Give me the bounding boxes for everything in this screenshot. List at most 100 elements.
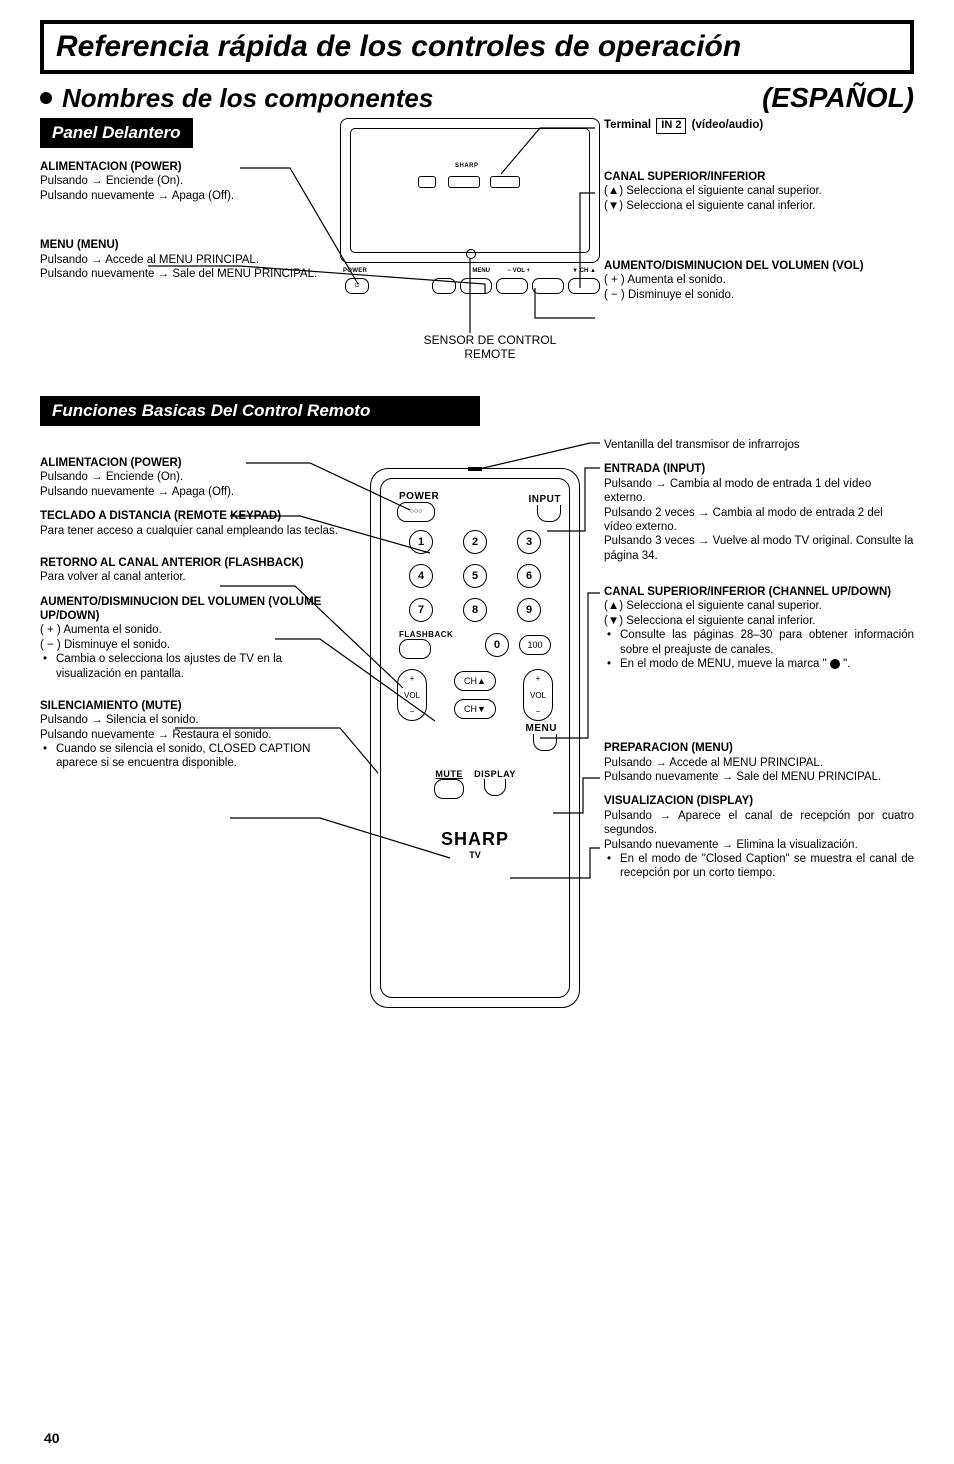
mute-title: SILENCIAMIENTO (MUTE)	[40, 699, 340, 713]
power2-title: ALIMENTACION (POWER)	[40, 456, 340, 470]
remote-vol-rocker[interactable]: + VOL −	[397, 669, 427, 721]
input-line3: Pulsando 3 veces → Vuelve al modo TV ori…	[604, 534, 914, 563]
keypad-line1: Para tener acceso a cualquier canal empl…	[40, 524, 340, 538]
remote-menu-button[interactable]	[533, 734, 557, 751]
tv-ch-up-button[interactable]	[568, 278, 600, 294]
document-page: Referencia rápida de los controles de op…	[0, 0, 954, 1464]
tv-menu-button[interactable]	[432, 278, 456, 294]
sharp-sub-label: TV	[389, 850, 561, 860]
flashback-title: RETORNO AL CANAL ANTERIOR (FLASHBACK)	[40, 556, 340, 570]
remote-illustration: POWER ○○○ INPUT 1 2 3 4 5 6 7 8	[370, 468, 580, 1008]
vol-line2: ( − ) Disminuye el sonido.	[604, 288, 914, 302]
remote-ch-up-button[interactable]: CH▲	[454, 671, 496, 691]
ch2-title: CANAL SUPERIOR/INFERIOR (CHANNEL UP/DOWN…	[604, 585, 914, 599]
volume2-title: AUMENTO/DISMINUCION DEL VOLUMEN (VOLUME …	[40, 595, 340, 624]
keypad-8[interactable]: 8	[463, 598, 487, 622]
menu-line2: Pulsando nuevamente → Sale del MENU PRIN…	[40, 267, 340, 281]
funciones-basicas-header: Funciones Basicas Del Control Remoto	[40, 396, 480, 426]
ch-line1: (▲) Selecciona el siguiente canal superi…	[604, 184, 914, 198]
remote-mute-button[interactable]	[434, 779, 464, 799]
tv-power-text: POWER	[343, 268, 367, 274]
keypad-7[interactable]: 7	[409, 598, 433, 622]
tv-vol-up-button[interactable]	[496, 278, 528, 294]
keypad-4[interactable]: 4	[409, 564, 433, 588]
input-title: ENTRADA (INPUT)	[604, 462, 914, 476]
terminal-box: IN 2	[656, 118, 686, 134]
tv-ch-down-button[interactable]	[532, 278, 564, 294]
remote-flashback-button[interactable]	[399, 639, 431, 659]
tv-illustration: SHARP POWER ⏻ MENU − VOL + ▼ CH ▲	[340, 118, 600, 318]
keypad-3[interactable]: 3	[517, 530, 541, 554]
remote-vol-rocker-2[interactable]: + VOL −	[523, 669, 553, 721]
mute-line1: Pulsando → Silencia el sonido.	[40, 713, 340, 727]
page-number: 40	[44, 1430, 60, 1446]
ch2-line2: (▼) Selecciona el siguiente canal inferi…	[604, 614, 914, 628]
ir-sensor-icon	[466, 249, 476, 259]
menu-line1: Pulsando → Accede al MENU PRINCIPAL.	[40, 253, 340, 267]
remote-flashback-label: FLASHBACK	[399, 630, 475, 639]
display-title: VISUALIZACION (DISPLAY)	[604, 794, 914, 808]
mute-line2: Pulsando nuevamente → Restaura el sonido…	[40, 728, 340, 742]
power-title: ALIMENTACION (POWER)	[40, 160, 340, 174]
ir-window-label: Ventanilla del transmisor de infrarrojos	[604, 438, 914, 452]
input-line2: Pulsando 2 veces → Cambia al modo de ent…	[604, 506, 914, 535]
terminal-post: (vídeo/audio)	[692, 119, 764, 131]
vol-title: AUMENTO/DISMINUCION DEL VOLUMEN (VOL)	[604, 259, 914, 273]
keypad-2[interactable]: 2	[463, 530, 487, 554]
ch2-line1: (▲) Selecciona el siguiente canal superi…	[604, 599, 914, 613]
language-label: (ESPAÑOL)	[762, 82, 914, 114]
tv-vol-down-button[interactable]	[460, 278, 492, 294]
menu2-line2: Pulsando nuevamente → Sale del MENU PRIN…	[604, 770, 914, 784]
keypad-100[interactable]: 100	[519, 635, 551, 655]
ch-title: CANAL SUPERIOR/INFERIOR	[604, 170, 914, 184]
remote-ch-down-button[interactable]: CH▼	[454, 699, 496, 719]
menu2-title: PREPARACION (MENU)	[604, 741, 914, 755]
menu2-line1: Pulsando → Accede al MENU PRINCIPAL.	[604, 756, 914, 770]
remote-power-label: POWER	[399, 491, 529, 502]
remote-menu-label: MENU	[389, 723, 557, 734]
remote-power-button[interactable]: ○○○	[397, 502, 435, 522]
keypad-6[interactable]: 6	[517, 564, 541, 588]
volume2-line2: ( − ) Disminuye el sonido.	[40, 638, 340, 652]
sharp-logo: SHARP	[389, 829, 561, 850]
tv-brand-label: SHARP	[455, 163, 479, 169]
left-col-tv: ALIMENTACION (POWER) Pulsando → Enciende…	[40, 160, 340, 291]
left-col-remote: ALIMENTACION (POWER) Pulsando → Enciende…	[40, 456, 340, 781]
mute-bullet1: Cuando se silencia el sonido, CLOSED CAP…	[50, 742, 340, 771]
subtitle-row: Nombres de los componentes (ESPAÑOL)	[40, 82, 914, 114]
keypad-9[interactable]: 9	[517, 598, 541, 622]
display-bullet1: En el modo de "Closed Caption" se muestr…	[614, 852, 914, 881]
remote-display-button[interactable]	[484, 779, 506, 796]
keypad-0[interactable]: 0	[485, 633, 509, 657]
volume2-bullet1: Cambia o selecciona los ajustes de TV en…	[50, 652, 340, 681]
remote-display-label: DISPLAY	[474, 769, 516, 779]
keypad-1[interactable]: 1	[409, 530, 433, 554]
remote-keypad: 1 2 3 4 5 6 7 8 9	[399, 530, 551, 622]
sensor-label: SENSOR DE CONTROL REMOTE	[400, 333, 580, 361]
keypad-5[interactable]: 5	[463, 564, 487, 588]
subtitle-text: Nombres de los componentes	[62, 83, 762, 114]
right-col-tv: Terminal IN 2 (vídeo/audio) CANAL SUPERI…	[604, 118, 914, 312]
panel-delantero-header: Panel Delantero	[40, 118, 193, 148]
display-line2: Pulsando nuevamente → Elimina la visuali…	[604, 838, 914, 852]
bullet-icon	[40, 92, 52, 104]
volume2-line1: ( + ) Aumenta el sonido.	[40, 623, 340, 637]
ch2-bullet1: Consulte las páginas 28–30 para obtener …	[614, 628, 914, 657]
flashback-line1: Para volver al canal anterior.	[40, 570, 340, 584]
dot-icon	[830, 659, 840, 669]
remote-input-button[interactable]	[537, 505, 561, 522]
remote-input-label: INPUT	[529, 494, 562, 505]
remote-mute-label: MUTE	[434, 769, 464, 779]
ch2-bullet2a: En el modo de MENU, mueve la marca "	[620, 658, 830, 670]
display-line1: Pulsando → Aparece el canal de recepción…	[604, 809, 914, 838]
power2-line1: Pulsando → Enciende (On).	[40, 470, 340, 484]
tv-power-button[interactable]: ⏻	[345, 278, 369, 294]
ch-line2: (▼) Selecciona el siguiente canal inferi…	[604, 199, 914, 213]
tv-ch-text: ▼ CH ▲	[572, 268, 596, 274]
power-line2: Pulsando nuevamente → Apaga (Off).	[40, 189, 340, 203]
power2-line2: Pulsando nuevamente → Apaga (Off).	[40, 485, 340, 499]
menu-title: MENU (MENU)	[40, 238, 340, 252]
tv-menu-text: MENU	[472, 268, 490, 274]
ch2-bullet2b: ".	[840, 658, 850, 670]
terminal-pre: Terminal	[604, 119, 651, 131]
